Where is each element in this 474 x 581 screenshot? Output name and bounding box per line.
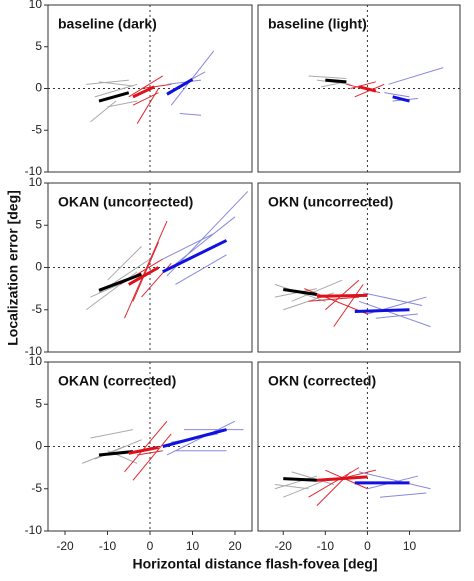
panel-title: OKN (uncorrected) xyxy=(268,194,393,210)
y-tick-label: -10 xyxy=(25,164,43,178)
x-tick-label: -10 xyxy=(99,539,117,553)
y-tick-label: -10 xyxy=(25,344,43,358)
y-tick-label: 0 xyxy=(35,260,42,274)
x-tick-label: 10 xyxy=(403,539,417,553)
panel-title: OKAN (corrected) xyxy=(58,373,176,389)
segment xyxy=(128,445,159,455)
segment xyxy=(384,92,410,98)
segment xyxy=(170,216,236,268)
y-tick-label: -5 xyxy=(31,122,42,136)
segment xyxy=(333,284,364,327)
segment xyxy=(274,484,309,490)
panel-title: OKAN (uncorrected) xyxy=(58,194,193,210)
y-tick-label: -5 xyxy=(31,481,42,495)
segment xyxy=(90,100,117,123)
y-tick-label: 0 xyxy=(35,81,42,95)
segment xyxy=(107,100,138,108)
segment xyxy=(283,479,326,498)
y-tick-label: -5 xyxy=(31,302,42,316)
segment xyxy=(162,428,227,448)
segment xyxy=(308,467,360,498)
x-tick-label: -10 xyxy=(317,539,335,553)
segment xyxy=(132,92,159,106)
y-tick-label: 5 xyxy=(35,39,42,53)
x-axis-label: Horizontal distance flash-fovea [deg] xyxy=(132,556,377,572)
segment xyxy=(94,439,142,460)
segment xyxy=(308,296,360,302)
segment xyxy=(107,246,142,281)
panel-title: OKN (corrected) xyxy=(268,373,376,389)
segment xyxy=(170,50,215,106)
y-tick-label: 5 xyxy=(35,217,42,231)
segment xyxy=(128,75,164,98)
segment xyxy=(350,81,376,89)
segment xyxy=(98,450,134,457)
x-tick-label: 20 xyxy=(228,539,242,553)
segment xyxy=(283,287,318,297)
y-tick-label: 0 xyxy=(35,439,42,453)
segment xyxy=(291,471,334,486)
segment xyxy=(291,279,343,302)
segment xyxy=(308,75,347,79)
segment xyxy=(379,492,427,498)
segment xyxy=(132,85,155,99)
segment xyxy=(358,471,431,490)
x-tick-label: -20 xyxy=(275,539,293,553)
segment xyxy=(162,233,214,260)
segment xyxy=(94,83,138,98)
segment xyxy=(283,477,317,482)
segment xyxy=(274,475,318,490)
segment xyxy=(179,113,202,116)
segment xyxy=(388,67,444,85)
x-tick-label: 0 xyxy=(147,539,154,553)
x-tick-label: 0 xyxy=(364,539,371,553)
segment xyxy=(354,308,410,313)
panel-title: baseline (light) xyxy=(268,16,367,32)
segment xyxy=(128,266,160,286)
segment xyxy=(98,272,143,292)
panel-title: baseline (dark) xyxy=(58,16,157,32)
y-tick-label: 10 xyxy=(29,175,43,189)
segment xyxy=(98,81,134,87)
segment xyxy=(175,254,227,285)
segment xyxy=(358,85,377,93)
segment xyxy=(141,83,172,89)
y-tick-label: 10 xyxy=(29,0,43,11)
segment xyxy=(375,313,418,319)
segment xyxy=(316,293,368,298)
y-axis-label: Localization error [deg] xyxy=(5,190,21,346)
segment xyxy=(132,241,159,302)
segment xyxy=(90,429,134,439)
segment xyxy=(137,450,163,456)
segment xyxy=(363,292,423,307)
x-tick-label: -20 xyxy=(56,539,74,553)
y-tick-label: -10 xyxy=(25,523,43,537)
segment xyxy=(166,78,194,96)
x-tick-label: 10 xyxy=(186,539,200,553)
segment xyxy=(392,95,410,103)
segment xyxy=(325,78,347,84)
y-tick-label: 5 xyxy=(35,396,42,410)
segment xyxy=(86,79,129,85)
segment xyxy=(166,420,236,456)
segment xyxy=(162,239,228,274)
y-tick-label: 10 xyxy=(29,354,43,368)
segment xyxy=(358,300,431,328)
segment xyxy=(124,420,168,473)
segment xyxy=(98,91,130,103)
segment xyxy=(166,79,202,85)
segment xyxy=(132,433,172,481)
segment xyxy=(316,475,368,482)
